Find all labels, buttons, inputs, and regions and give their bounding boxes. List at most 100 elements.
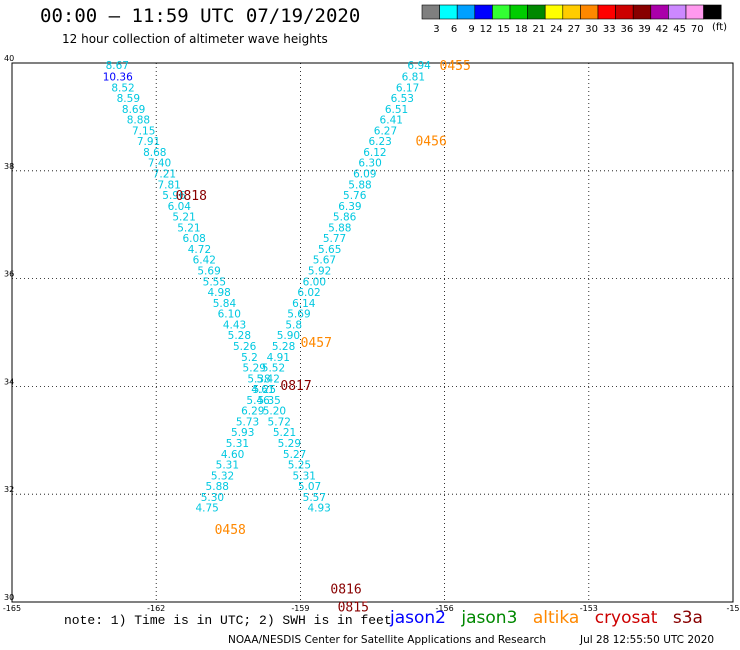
wave-height-point: 5.29 <box>278 438 301 450</box>
track-time-label: 0816 <box>330 583 361 598</box>
wave-height-point: 5.65 <box>318 244 341 256</box>
wave-height-point: 8.88 <box>127 115 150 127</box>
colorbar: 3 6 9 12 15 18 21 24 27 30 33 36 39 42 45 70 <box>421 4 722 35</box>
track-time-label: 0458 <box>215 523 246 538</box>
wave-height-point: 7.21 <box>153 168 176 180</box>
wave-height-point: 6.41 <box>380 115 403 127</box>
colorbar-label: 42 <box>656 24 669 35</box>
wave-height-point: 5.31 <box>216 460 239 472</box>
wave-height-point: 5.84 <box>213 298 237 310</box>
wave-height-point: 5.31 <box>293 470 316 482</box>
wave-height-point: 5.28 <box>272 341 295 353</box>
y-tick-label: 40 <box>4 54 14 63</box>
colorbar-swatch <box>703 4 722 20</box>
wave-height-point: 4.43 <box>223 319 246 331</box>
wave-height-point: 5.35 <box>257 395 280 407</box>
wave-height-point: 6.02 <box>297 287 320 299</box>
y-tick-label: 34 <box>4 377 14 386</box>
wave-height-point: 5.96 <box>162 190 186 202</box>
wave-height-point: 6.29 <box>241 406 264 418</box>
wave-height-point: 5.30 <box>201 492 224 504</box>
wave-height-point: 8.69 <box>122 104 145 116</box>
wave-height-point: 6.08 <box>182 233 205 245</box>
wave-height-point: 6.04 <box>168 201 192 213</box>
wave-height-point: 5.27 <box>283 449 306 461</box>
wave-height-point: 5.77 <box>323 233 346 245</box>
wave-height-point: 6.23 <box>368 136 391 148</box>
wave-height-point: 4.98 <box>207 287 230 299</box>
wave-height-point: 5.42 <box>257 373 280 385</box>
colorbar-label: 70 <box>691 24 704 35</box>
wave-height-point: 5.93 <box>231 427 254 439</box>
wave-height-point: 10.36 <box>103 71 133 83</box>
colorbar-label: 12 <box>480 24 493 35</box>
wave-height-point: 4.72 <box>188 244 211 256</box>
colorbar-label: 9 <box>468 24 474 35</box>
x-tick-label: -159 <box>291 604 309 613</box>
wave-height-point: 5.52 <box>262 363 285 375</box>
legend-cryosat: cryosat <box>594 608 658 628</box>
wave-height-point: 5.57 <box>303 492 326 504</box>
wave-height-point: 5.29 <box>243 363 266 375</box>
wave-height-point: 5.88 <box>206 481 229 493</box>
wave-height-point: 5.76 <box>343 190 367 202</box>
wave-height-point: 6.09 <box>353 168 376 180</box>
wave-height-point: 8.67 <box>106 60 129 72</box>
wave-height-point: 5.26 <box>233 341 257 353</box>
colorbar-label: 6 <box>451 24 457 35</box>
colorbar-label: 21 <box>532 24 545 35</box>
wave-height-point: 5.07 <box>298 481 321 493</box>
legend-jason2: jason2 <box>390 608 446 628</box>
colorbar-label: 30 <box>585 24 598 35</box>
wave-height-point: 4.61 <box>251 384 274 396</box>
y-tick-label: 30 <box>4 593 14 602</box>
x-tick-label: -156 <box>436 604 454 613</box>
wave-height-point: 7.15 <box>132 125 155 137</box>
track-time-label: 0456 <box>415 135 446 150</box>
track-time-label: 0818 <box>176 189 207 204</box>
wave-height-point: 4.93 <box>307 503 330 515</box>
wave-height-point: 8.59 <box>117 93 140 105</box>
wave-height-point: 5.88 <box>348 179 371 191</box>
wave-height-point: 6.39 <box>338 201 361 213</box>
wave-height-point: 5.25 <box>288 460 311 472</box>
colorbar-unit: (ft) <box>712 22 728 33</box>
wave-height-point: 6.42 <box>193 255 216 267</box>
wave-height-point: 5.21 <box>172 212 195 224</box>
credit-line: NOAA/NESDIS Center for Satellite Applica… <box>228 634 546 646</box>
y-tick-label: 38 <box>4 162 14 171</box>
wave-height-point: 6.00 <box>303 276 326 288</box>
wave-height-point: 5.46 <box>246 395 270 407</box>
wave-height-point: 6.27 <box>374 125 397 137</box>
wave-height-point: 4.75 <box>195 503 218 515</box>
wave-height-point: 8.68 <box>143 147 166 159</box>
wave-height-point: 5.90 <box>277 330 300 342</box>
wave-height-point: 5.67 <box>313 255 336 267</box>
x-tick-label: -165 <box>3 604 21 613</box>
track-time-label: 0817 <box>280 379 311 394</box>
wave-height-point: 5.88 <box>328 222 351 234</box>
wave-height-point: 5.69 <box>197 266 220 278</box>
wave-height-point: 6.30 <box>358 158 381 170</box>
wave-height-point: 5.25 <box>253 384 276 396</box>
colorbar-label: 15 <box>497 24 510 35</box>
credit-timestamp: Jul 28 12:55:50 UTC 2020 <box>580 634 715 646</box>
legend-altika: altika <box>532 608 580 628</box>
wave-height-point: 4.91 <box>267 352 290 364</box>
plot-frame <box>11 62 734 603</box>
colorbar-label: 27 <box>568 24 581 35</box>
wave-height-point: 6.14 <box>292 298 316 310</box>
wave-height-point: 5.2 <box>241 352 258 364</box>
colorbar-label: 3 <box>433 24 439 35</box>
footnote: note: 1) Time is in UTC; 2) SWH is in fe… <box>64 613 392 628</box>
wave-height-point: 6.94 <box>407 60 431 72</box>
chart-subtitle: 12 hour collection of altimeter wave hei… <box>62 32 328 46</box>
wave-height-point: 5.32 <box>211 470 234 482</box>
colorbar-label: 39 <box>638 24 651 35</box>
wave-height-point: 5.92 <box>308 266 331 278</box>
colorbar-label: 33 <box>603 24 616 35</box>
wave-height-point: 6.12 <box>363 147 386 159</box>
x-tick-label: -162 <box>147 604 165 613</box>
satellite-legend: jason2 jason3 altika cryosat s3a <box>390 608 713 628</box>
